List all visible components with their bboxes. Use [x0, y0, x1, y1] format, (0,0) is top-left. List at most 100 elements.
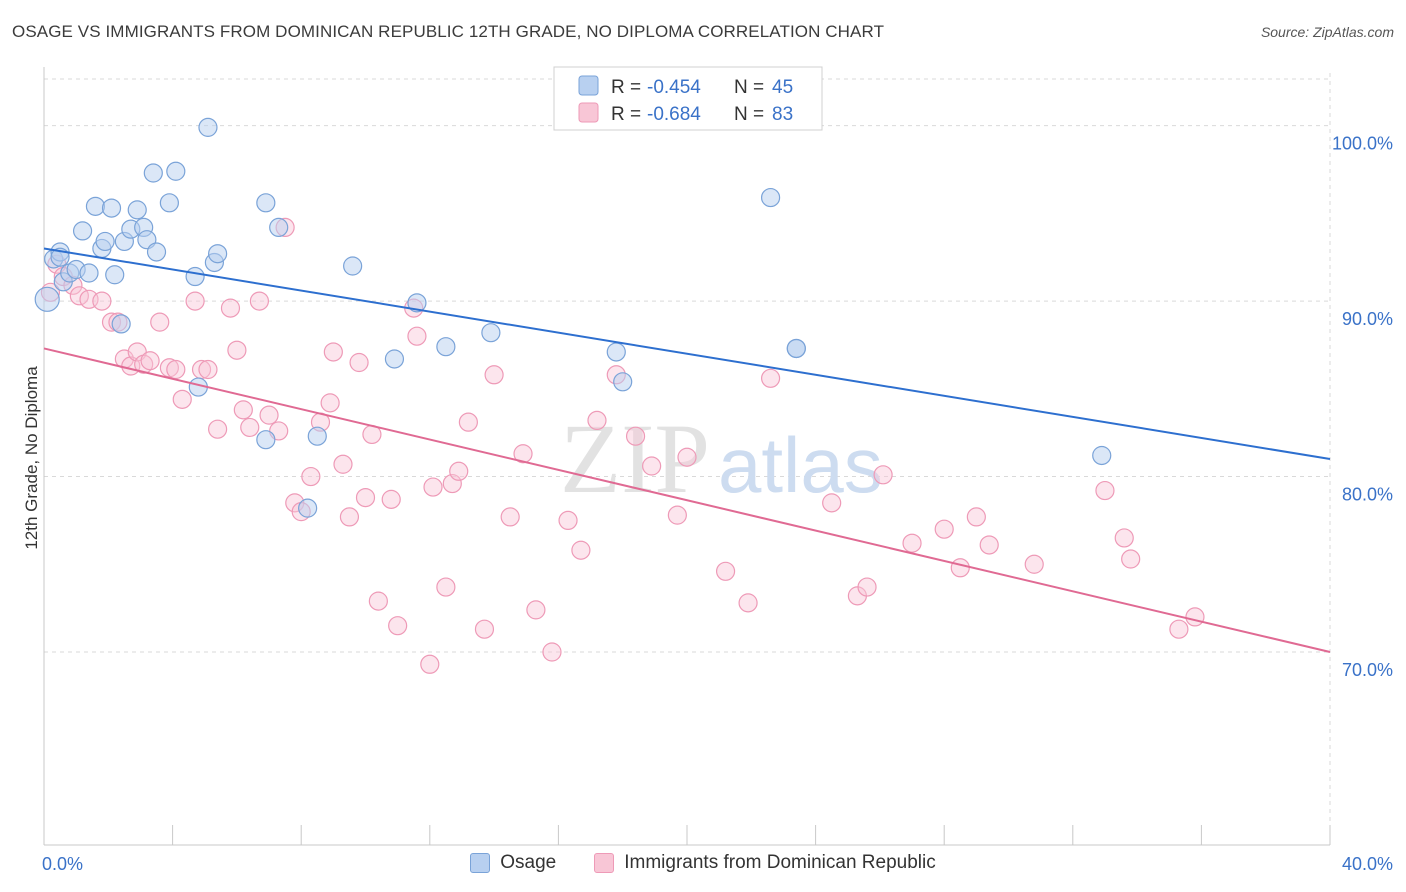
osage-point — [185, 266, 205, 287]
dominican-point — [1169, 619, 1189, 639]
dominican-point — [934, 519, 954, 539]
dominican-point — [140, 351, 160, 371]
x-tick-label: 0.0% — [42, 854, 83, 874]
source-label: Source: ZipAtlas.com — [1260, 24, 1394, 40]
dominican-point — [484, 365, 504, 385]
osage-point — [269, 217, 289, 237]
osage-point — [95, 231, 115, 252]
osage-point — [105, 265, 125, 285]
dominican-point — [220, 298, 241, 318]
dominican-point — [333, 454, 353, 474]
osage-point — [256, 193, 276, 213]
dominican-point — [259, 405, 279, 425]
dominican-point — [1114, 528, 1134, 548]
axes — [43, 67, 1331, 846]
dominican-point — [349, 352, 369, 373]
osage-point — [143, 163, 163, 183]
osage-trend-line — [43, 247, 1331, 460]
dominican-point — [198, 359, 218, 380]
osage-point — [436, 337, 456, 357]
osage-point — [146, 242, 167, 262]
dominican-point — [558, 510, 578, 531]
osage-point — [159, 193, 179, 213]
legend-n-label: N = — [734, 77, 764, 98]
series-osage-points — [34, 117, 1112, 518]
dominican-point — [355, 488, 376, 508]
dominican-point — [667, 505, 687, 525]
dominican-point — [172, 389, 192, 409]
y-tick-label: 70.0% — [1342, 660, 1393, 680]
osage-point — [34, 286, 60, 312]
osage-point — [85, 196, 106, 216]
dominican-point — [513, 444, 533, 464]
osage-point — [101, 198, 122, 218]
dominican-point — [642, 456, 662, 476]
stats-legend: R = -0.454 N = 45 R = -0.684 N = 83 — [553, 66, 823, 131]
series-legend: Osage Immigrants from Dominican Republic — [0, 852, 1406, 874]
osage-point — [613, 372, 633, 392]
osage-point — [166, 161, 186, 181]
legend-r-value: -0.684 — [647, 104, 701, 125]
dominican-point — [339, 507, 360, 527]
dominican-point — [1095, 480, 1115, 501]
osage-point — [786, 338, 806, 359]
dominican-point — [873, 465, 893, 485]
chart-title: OSAGE VS IMMIGRANTS FROM DOMINICAN REPUB… — [12, 22, 885, 41]
dominican-point — [822, 493, 842, 513]
dominican-point — [966, 507, 986, 527]
legend-r-value: -0.454 — [647, 77, 701, 98]
watermark: ZIP atlas — [560, 403, 883, 514]
dominican-point — [249, 291, 270, 311]
trend-lines — [43, 247, 1331, 653]
dominican-point — [233, 400, 253, 420]
x-tick-label: 40.0% — [1342, 854, 1393, 874]
dominican-point — [240, 417, 260, 438]
legend-r-label: R = — [611, 77, 641, 98]
dominican-point — [208, 419, 228, 439]
dominican-point — [420, 654, 440, 674]
dominican-point — [979, 535, 999, 555]
dominican-point — [542, 642, 562, 662]
dominican-point — [715, 561, 736, 581]
dominican-point — [500, 507, 520, 527]
dominican-point — [760, 368, 781, 388]
dominican-point — [1121, 549, 1141, 569]
osage-point — [307, 426, 327, 446]
dominican-point — [150, 312, 170, 332]
legend-n-value: 45 — [772, 77, 793, 98]
legend-swatch-osage — [470, 853, 491, 873]
dominican-point — [677, 447, 697, 467]
osage-point — [407, 293, 427, 313]
dominican-point — [625, 426, 646, 446]
dominican-point — [526, 600, 546, 620]
dominican-point — [159, 358, 179, 378]
dominican-point — [185, 291, 205, 311]
dominican-point — [857, 577, 877, 597]
y-tick-label: 100.0% — [1332, 134, 1393, 154]
dominican-point — [738, 593, 758, 613]
legend-item-osage[interactable]: Osage — [470, 852, 556, 874]
legend-item-dominican[interactable]: Immigrants from Dominican Republic — [594, 852, 936, 874]
legend-swatch-dominican — [594, 853, 615, 873]
dominican-point — [458, 412, 478, 432]
osage-point — [256, 430, 276, 450]
watermark-zip: ZIP — [560, 403, 710, 514]
dominican-point — [1185, 607, 1205, 627]
dominican-point — [571, 540, 591, 560]
osage-point — [606, 342, 626, 362]
legend-swatch-dominican — [578, 102, 599, 123]
legend-r-label: R = — [611, 104, 641, 125]
y-tick-label: 90.0% — [1342, 309, 1393, 329]
osage-point — [208, 244, 228, 264]
dominican-point — [423, 477, 443, 497]
osage-point — [72, 221, 93, 241]
dominican-point — [442, 473, 462, 494]
dominican-point — [902, 533, 922, 553]
dominican-point — [407, 326, 427, 346]
dominican-point — [320, 393, 340, 413]
osage-point — [1092, 445, 1112, 466]
y-tick-label: 80.0% — [1342, 485, 1393, 505]
dominican-point — [388, 616, 408, 636]
dominican-point — [381, 489, 401, 509]
dominican-point — [950, 558, 970, 578]
